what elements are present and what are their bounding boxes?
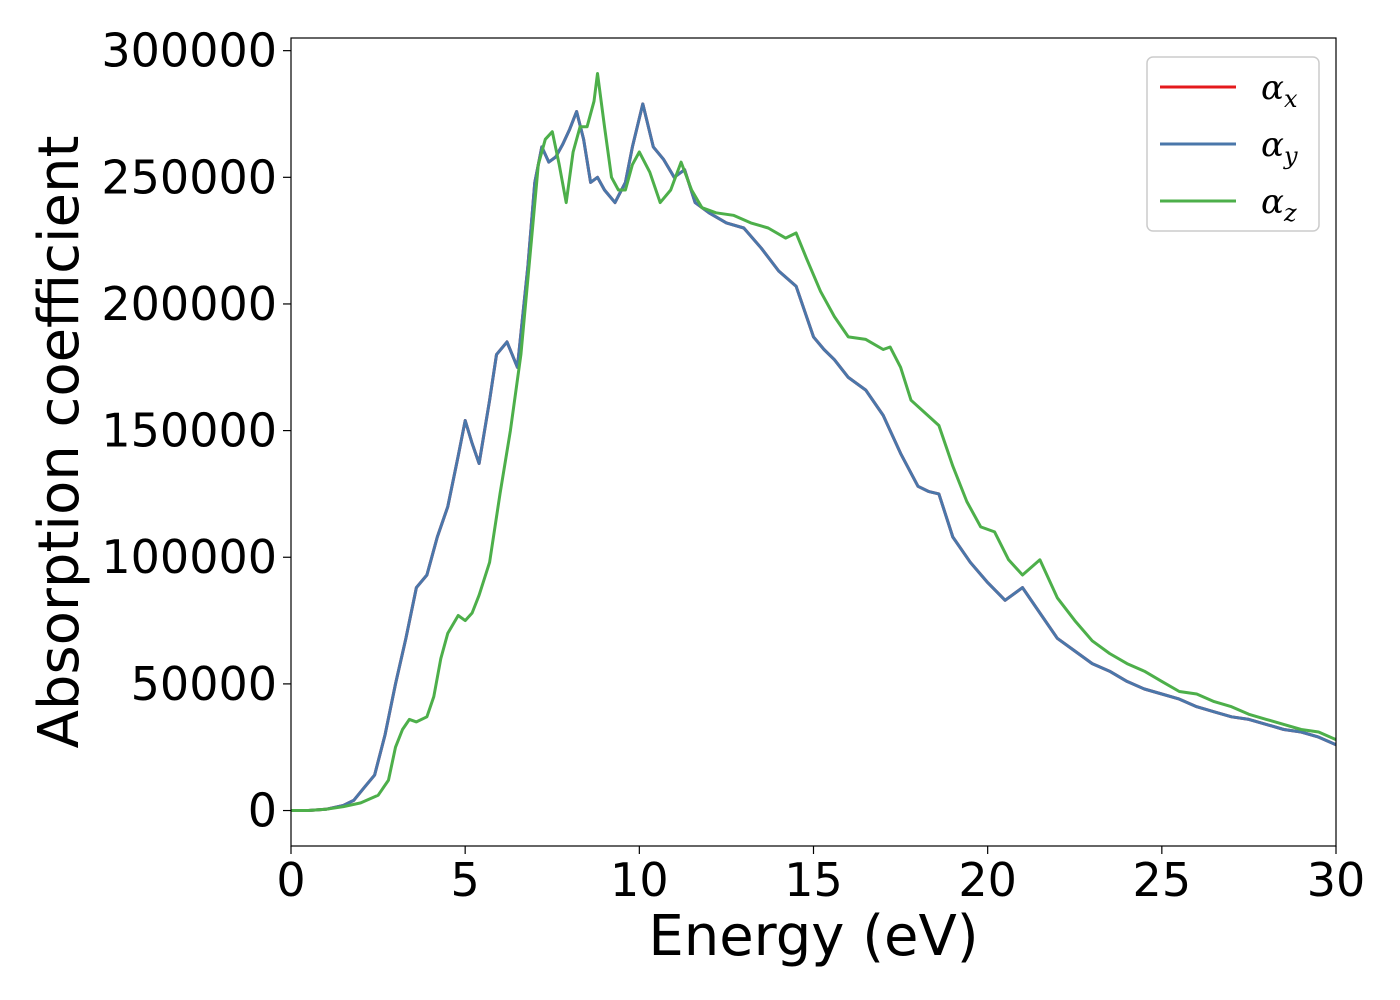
- y-axis: 0 50000 100000 150000 200000 250000 300000: [101, 24, 291, 838]
- y-axis-title: Absorption coefficient: [27, 136, 92, 749]
- y-tick-label: 250000: [101, 150, 277, 204]
- x-tick-label: 5: [451, 853, 480, 907]
- plot-lines: [291, 72, 1336, 812]
- x-axis: 0 5 10 15 20 25 30: [276, 846, 1365, 907]
- legend-symbol: α: [1261, 125, 1284, 165]
- x-tick-label: 0: [276, 853, 305, 907]
- x-tick-label: 20: [958, 853, 1017, 907]
- y-tick-label: 100000: [101, 530, 277, 584]
- y-tick-label: 0: [248, 784, 277, 838]
- legend-subscript: x: [1284, 85, 1298, 113]
- series-line-z: [291, 72, 1336, 812]
- y-tick-label: 50000: [131, 657, 277, 711]
- x-tick-label: 30: [1307, 853, 1366, 907]
- x-tick-label: 25: [1133, 853, 1192, 907]
- y-tick-label: 300000: [101, 24, 277, 78]
- series-line-y: [291, 102, 1336, 812]
- x-axis-title: Energy (eV): [648, 904, 978, 969]
- y-tick-label: 150000: [101, 404, 277, 458]
- legend-label-y: αy: [1261, 125, 1298, 170]
- legend-label-z: αz: [1261, 182, 1297, 227]
- y-tick-label: 200000: [101, 277, 277, 331]
- legend-subscript: y: [1283, 142, 1298, 170]
- x-tick-label: 15: [784, 853, 843, 907]
- x-tick-label: 10: [610, 853, 669, 907]
- legend-subscript: z: [1283, 199, 1297, 227]
- legend-symbol: α: [1261, 68, 1284, 108]
- legend-label-x: αx: [1261, 68, 1298, 113]
- legend-symbol: α: [1261, 182, 1284, 222]
